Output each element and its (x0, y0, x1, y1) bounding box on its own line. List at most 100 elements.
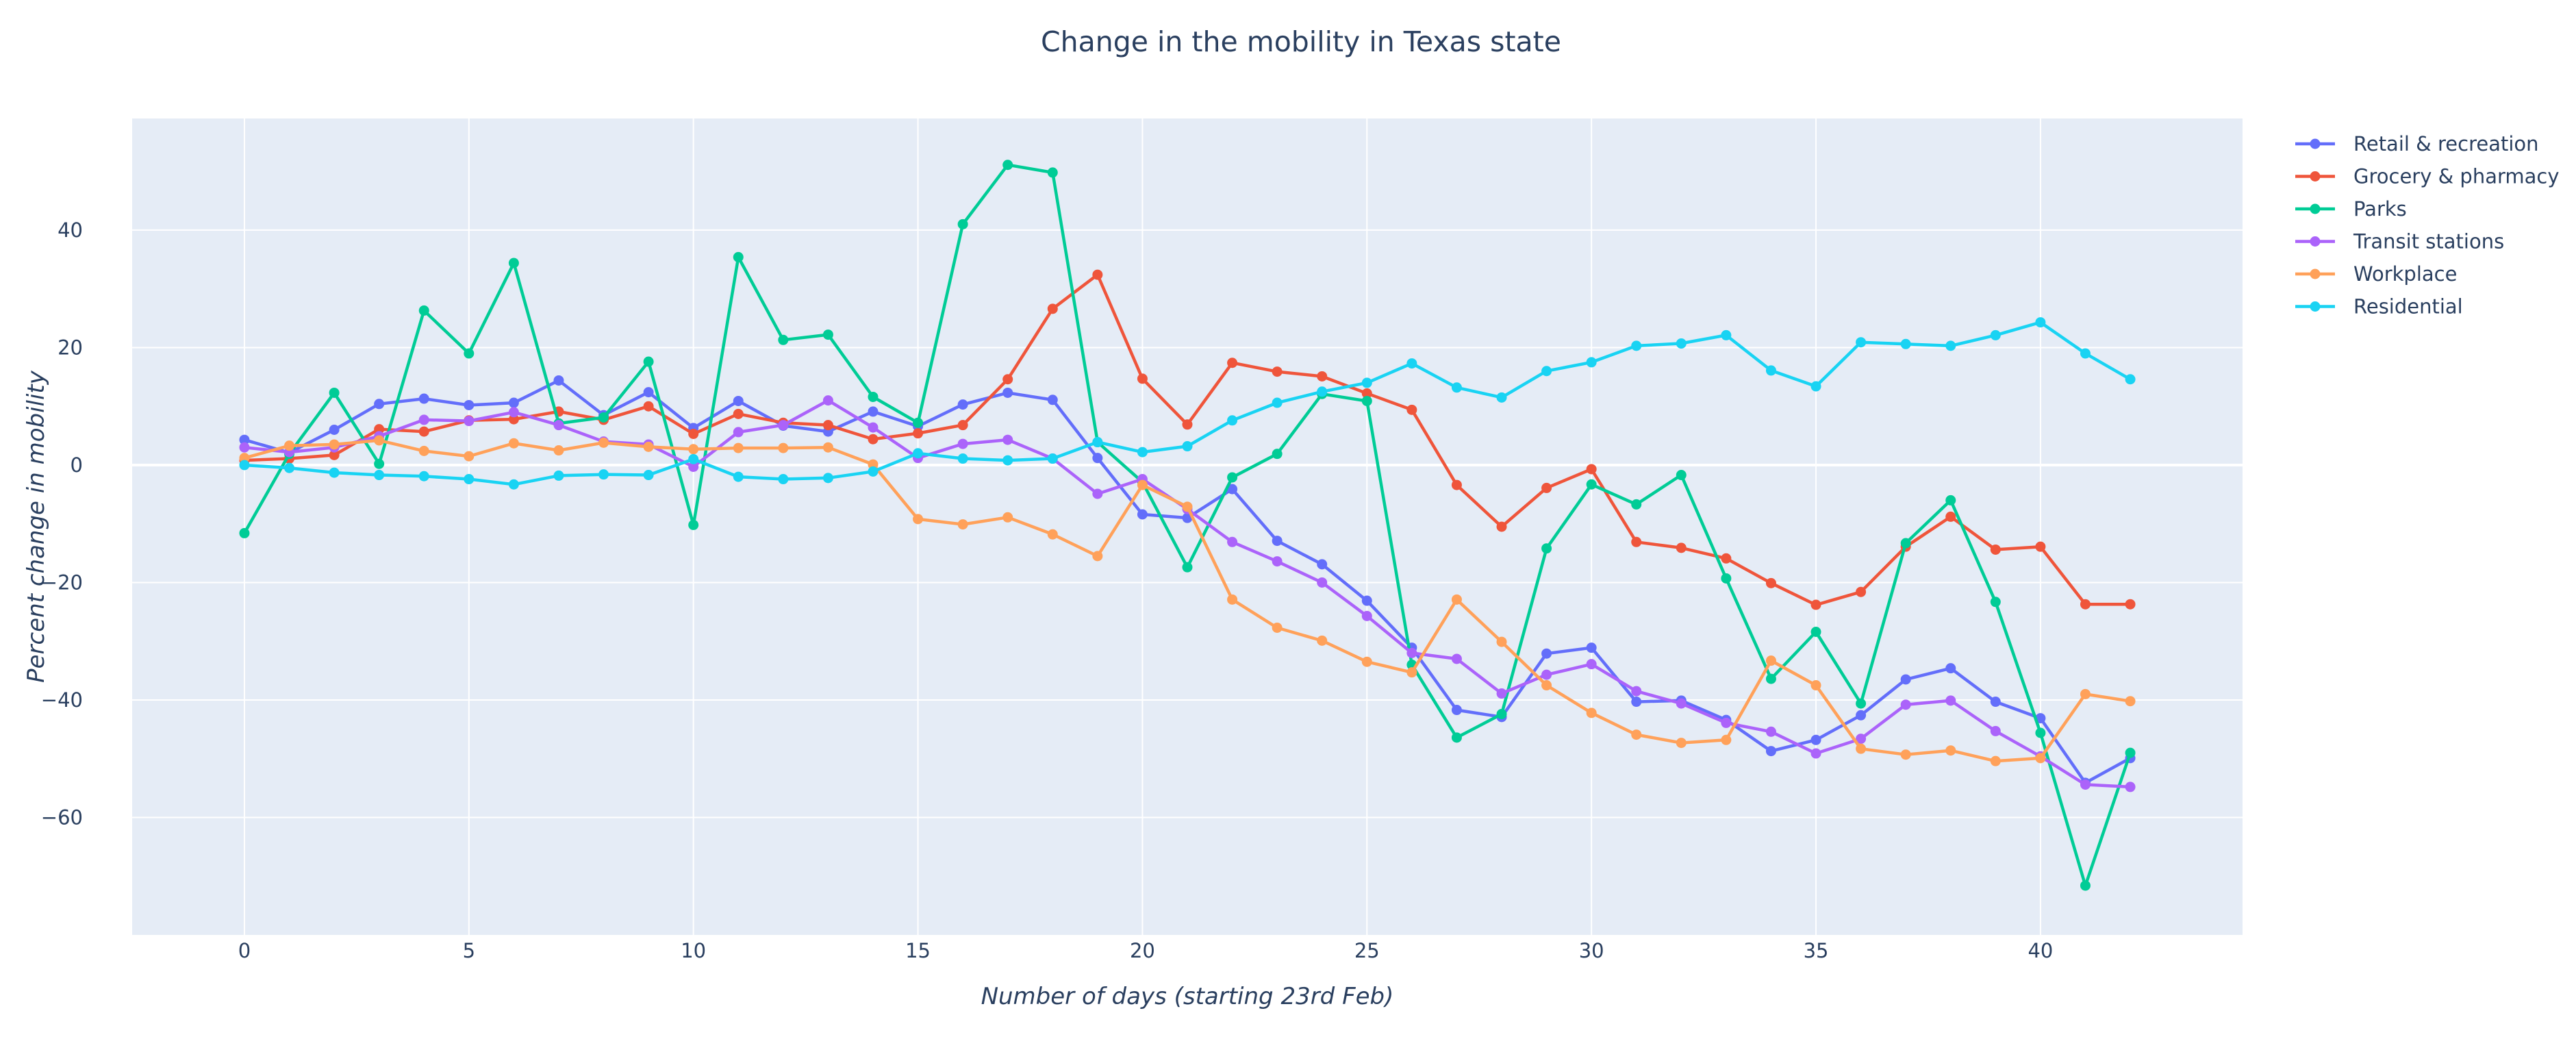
data-point (1272, 397, 1283, 408)
data-point (1541, 648, 1552, 659)
data-point (1945, 495, 1956, 505)
data-point (374, 435, 385, 446)
y-axis-ticks: 40 20 0 −20 −40 −60 (41, 218, 83, 829)
data-point (1765, 673, 1776, 684)
data-point (1900, 338, 1911, 349)
data-point (464, 451, 475, 462)
data-point (1002, 374, 1013, 385)
data-point (508, 258, 519, 268)
data-point (643, 470, 654, 481)
data-point (1586, 659, 1597, 670)
data-point (464, 348, 475, 359)
x-tick-label: 30 (1579, 939, 1604, 962)
data-point (1227, 415, 1238, 426)
data-point (643, 387, 654, 398)
data-point (868, 391, 879, 402)
data-point (1856, 710, 1867, 721)
data-point (1002, 160, 1013, 171)
data-point (1361, 656, 1372, 667)
data-point (1541, 669, 1552, 680)
data-point (1451, 732, 1462, 743)
data-point (508, 407, 519, 418)
data-point (374, 470, 385, 481)
data-point (239, 527, 250, 538)
data-point (1810, 627, 1821, 638)
data-point (1137, 373, 1148, 384)
legend-swatch-marker (2310, 138, 2321, 149)
data-point (822, 395, 833, 406)
legend-item[interactable]: Transit stations (2295, 230, 2504, 253)
data-point (1810, 748, 1821, 759)
data-point (1137, 479, 1148, 490)
data-point (1227, 472, 1238, 483)
data-point (1272, 449, 1283, 460)
grid-lines (132, 118, 2243, 935)
data-point (598, 437, 609, 448)
y-tick-label: −40 (41, 688, 83, 712)
data-point (1092, 488, 1103, 499)
data-point (957, 218, 968, 229)
data-point (1586, 357, 1597, 368)
data-point (2080, 779, 2091, 790)
data-point (1406, 404, 1417, 415)
data-point (2125, 599, 2136, 610)
data-point (1227, 358, 1238, 368)
data-point (1990, 755, 2001, 766)
data-point (1586, 464, 1597, 475)
data-point (508, 397, 519, 408)
data-point (2080, 599, 2091, 610)
data-point (1317, 371, 1328, 382)
data-point (464, 399, 475, 410)
legend-item[interactable]: Retail & recreation (2295, 132, 2539, 155)
data-point (2035, 727, 2046, 738)
y-tick-label: −60 (41, 805, 83, 829)
data-point (374, 399, 385, 410)
legend-label: Grocery & pharmacy (2353, 165, 2560, 188)
data-point (1002, 455, 1013, 466)
data-point (239, 460, 250, 471)
data-point (1182, 562, 1193, 573)
legend-item[interactable]: Parks (2295, 197, 2407, 221)
x-tick-label: 35 (1804, 939, 1829, 962)
data-point (643, 441, 654, 452)
legend-item[interactable]: Grocery & pharmacy (2295, 165, 2560, 188)
data-point (1856, 586, 1867, 597)
data-point (1721, 573, 1732, 584)
data-point (1586, 479, 1597, 490)
legend-swatch-marker (2310, 268, 2321, 279)
data-point (1227, 594, 1238, 605)
legend-swatch-marker (2310, 203, 2321, 214)
data-point (2035, 753, 2046, 764)
legend-item[interactable]: Workplace (2295, 262, 2457, 286)
data-point (1900, 699, 1911, 710)
data-point (329, 439, 340, 450)
data-point (1856, 734, 1867, 745)
data-point (733, 408, 744, 419)
data-point (1990, 329, 2001, 340)
data-point (1945, 695, 1956, 706)
data-point (2125, 374, 2136, 385)
data-point (2080, 348, 2091, 359)
data-point (1990, 725, 2001, 736)
legend-item[interactable]: Residential (2295, 295, 2463, 318)
data-point (1137, 509, 1148, 520)
data-point (1631, 729, 1642, 740)
data-point (2035, 541, 2046, 552)
data-point (1900, 538, 1911, 549)
data-point (1676, 542, 1687, 553)
data-point (1451, 382, 1462, 393)
data-point (1990, 597, 2001, 608)
legend-swatch-marker (2310, 301, 2321, 312)
data-point (1317, 386, 1328, 397)
data-point (1810, 381, 1821, 392)
data-point (688, 453, 699, 464)
data-point (1406, 358, 1417, 369)
data-point (374, 458, 385, 469)
data-point (1810, 599, 1821, 610)
data-point (1361, 595, 1372, 606)
data-point (418, 393, 429, 404)
data-point (1541, 680, 1552, 691)
data-point (1496, 636, 1507, 647)
chart-title: Change in the mobility in Texas state (1041, 25, 1561, 58)
legend-label: Transit stations (2353, 230, 2504, 253)
